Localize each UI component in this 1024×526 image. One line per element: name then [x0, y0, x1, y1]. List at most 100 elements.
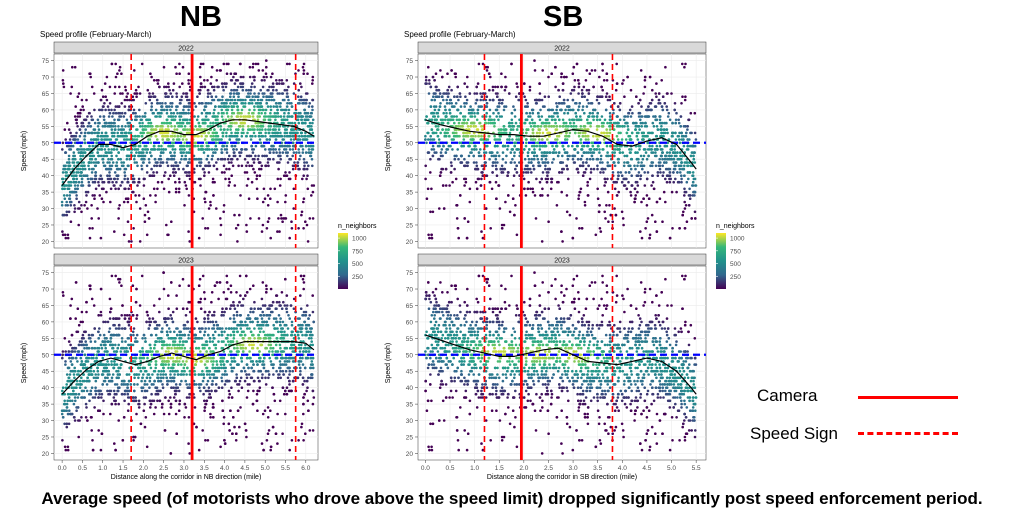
data-point	[65, 425, 69, 429]
data-point	[179, 102, 182, 105]
data-point	[77, 200, 81, 204]
data-point	[112, 111, 115, 115]
data-point	[199, 82, 203, 85]
data-point	[94, 379, 98, 383]
data-point	[152, 171, 155, 174]
data-point	[199, 148, 203, 151]
data-point	[185, 138, 188, 141]
data-point	[64, 138, 67, 141]
data-point	[284, 200, 287, 204]
y-axis-label: Speed (mph)	[21, 131, 28, 171]
data-point	[226, 333, 230, 337]
data-point	[66, 184, 70, 187]
data-point	[298, 360, 301, 363]
data-point	[256, 95, 259, 98]
data-point	[187, 194, 191, 197]
data-point	[256, 128, 259, 131]
data-point	[203, 363, 207, 366]
data-point	[222, 62, 226, 66]
data-point	[74, 105, 77, 108]
data-point	[269, 448, 273, 452]
data-point	[182, 92, 185, 95]
data-point	[103, 82, 107, 85]
data-point	[211, 379, 214, 383]
data-point	[257, 307, 260, 311]
data-point	[123, 105, 127, 108]
data-point	[166, 233, 169, 237]
data-point	[137, 177, 141, 181]
data-point	[204, 190, 208, 194]
data-point	[180, 144, 183, 148]
data-point	[73, 184, 77, 187]
data-point	[306, 240, 310, 243]
data-point	[61, 389, 64, 393]
data-point	[297, 88, 301, 92]
data-point	[239, 376, 243, 380]
data-point	[173, 340, 177, 343]
data-point	[106, 177, 110, 181]
data-point	[80, 164, 83, 168]
data-point	[104, 340, 107, 343]
data-point	[92, 154, 96, 158]
data-point	[297, 111, 300, 115]
data-point	[304, 144, 308, 148]
data-point	[69, 343, 72, 347]
data-point	[256, 105, 259, 108]
data-point	[76, 360, 79, 363]
data-point	[271, 386, 274, 390]
data-point	[149, 141, 153, 145]
data-point	[264, 128, 267, 131]
data-point	[93, 360, 97, 363]
data-point	[215, 134, 219, 138]
data-point	[250, 82, 254, 85]
data-point	[266, 105, 270, 108]
data-point	[275, 369, 278, 373]
data-point	[156, 148, 159, 151]
data-point	[311, 79, 315, 82]
data-point	[139, 141, 142, 145]
data-point	[235, 128, 238, 131]
data-point	[120, 180, 124, 184]
data-point	[162, 369, 166, 373]
data-point	[301, 333, 304, 337]
data-point	[182, 369, 186, 373]
data-point	[201, 144, 204, 148]
data-point	[117, 125, 120, 128]
data-point	[141, 128, 145, 131]
data-point	[218, 98, 222, 102]
data-point	[259, 125, 263, 128]
data-point	[124, 125, 127, 128]
data-point	[147, 95, 151, 98]
data-point	[75, 197, 78, 200]
data-point	[63, 167, 66, 171]
data-point	[185, 174, 189, 177]
data-point	[244, 115, 247, 118]
data-point	[182, 144, 186, 148]
data-point	[271, 350, 274, 353]
data-point	[76, 161, 79, 164]
data-point	[300, 422, 304, 426]
data-point	[169, 134, 173, 138]
data-point	[291, 164, 295, 168]
data-point	[297, 69, 300, 72]
data-point	[271, 128, 275, 131]
data-point	[185, 151, 188, 154]
data-point	[68, 200, 72, 204]
data-point	[197, 121, 201, 125]
data-point	[283, 134, 286, 138]
data-point	[109, 125, 112, 128]
data-point	[185, 360, 188, 363]
data-point	[245, 230, 249, 233]
data-point	[284, 412, 287, 416]
data-point	[281, 369, 285, 373]
data-point	[86, 376, 89, 380]
data-point	[246, 177, 250, 181]
data-point	[225, 148, 229, 151]
data-point	[166, 118, 169, 122]
data-point	[217, 340, 220, 343]
data-point	[169, 396, 172, 399]
data-point	[119, 157, 122, 161]
data-point	[302, 174, 306, 177]
data-point	[137, 151, 141, 154]
data-point	[215, 79, 218, 82]
